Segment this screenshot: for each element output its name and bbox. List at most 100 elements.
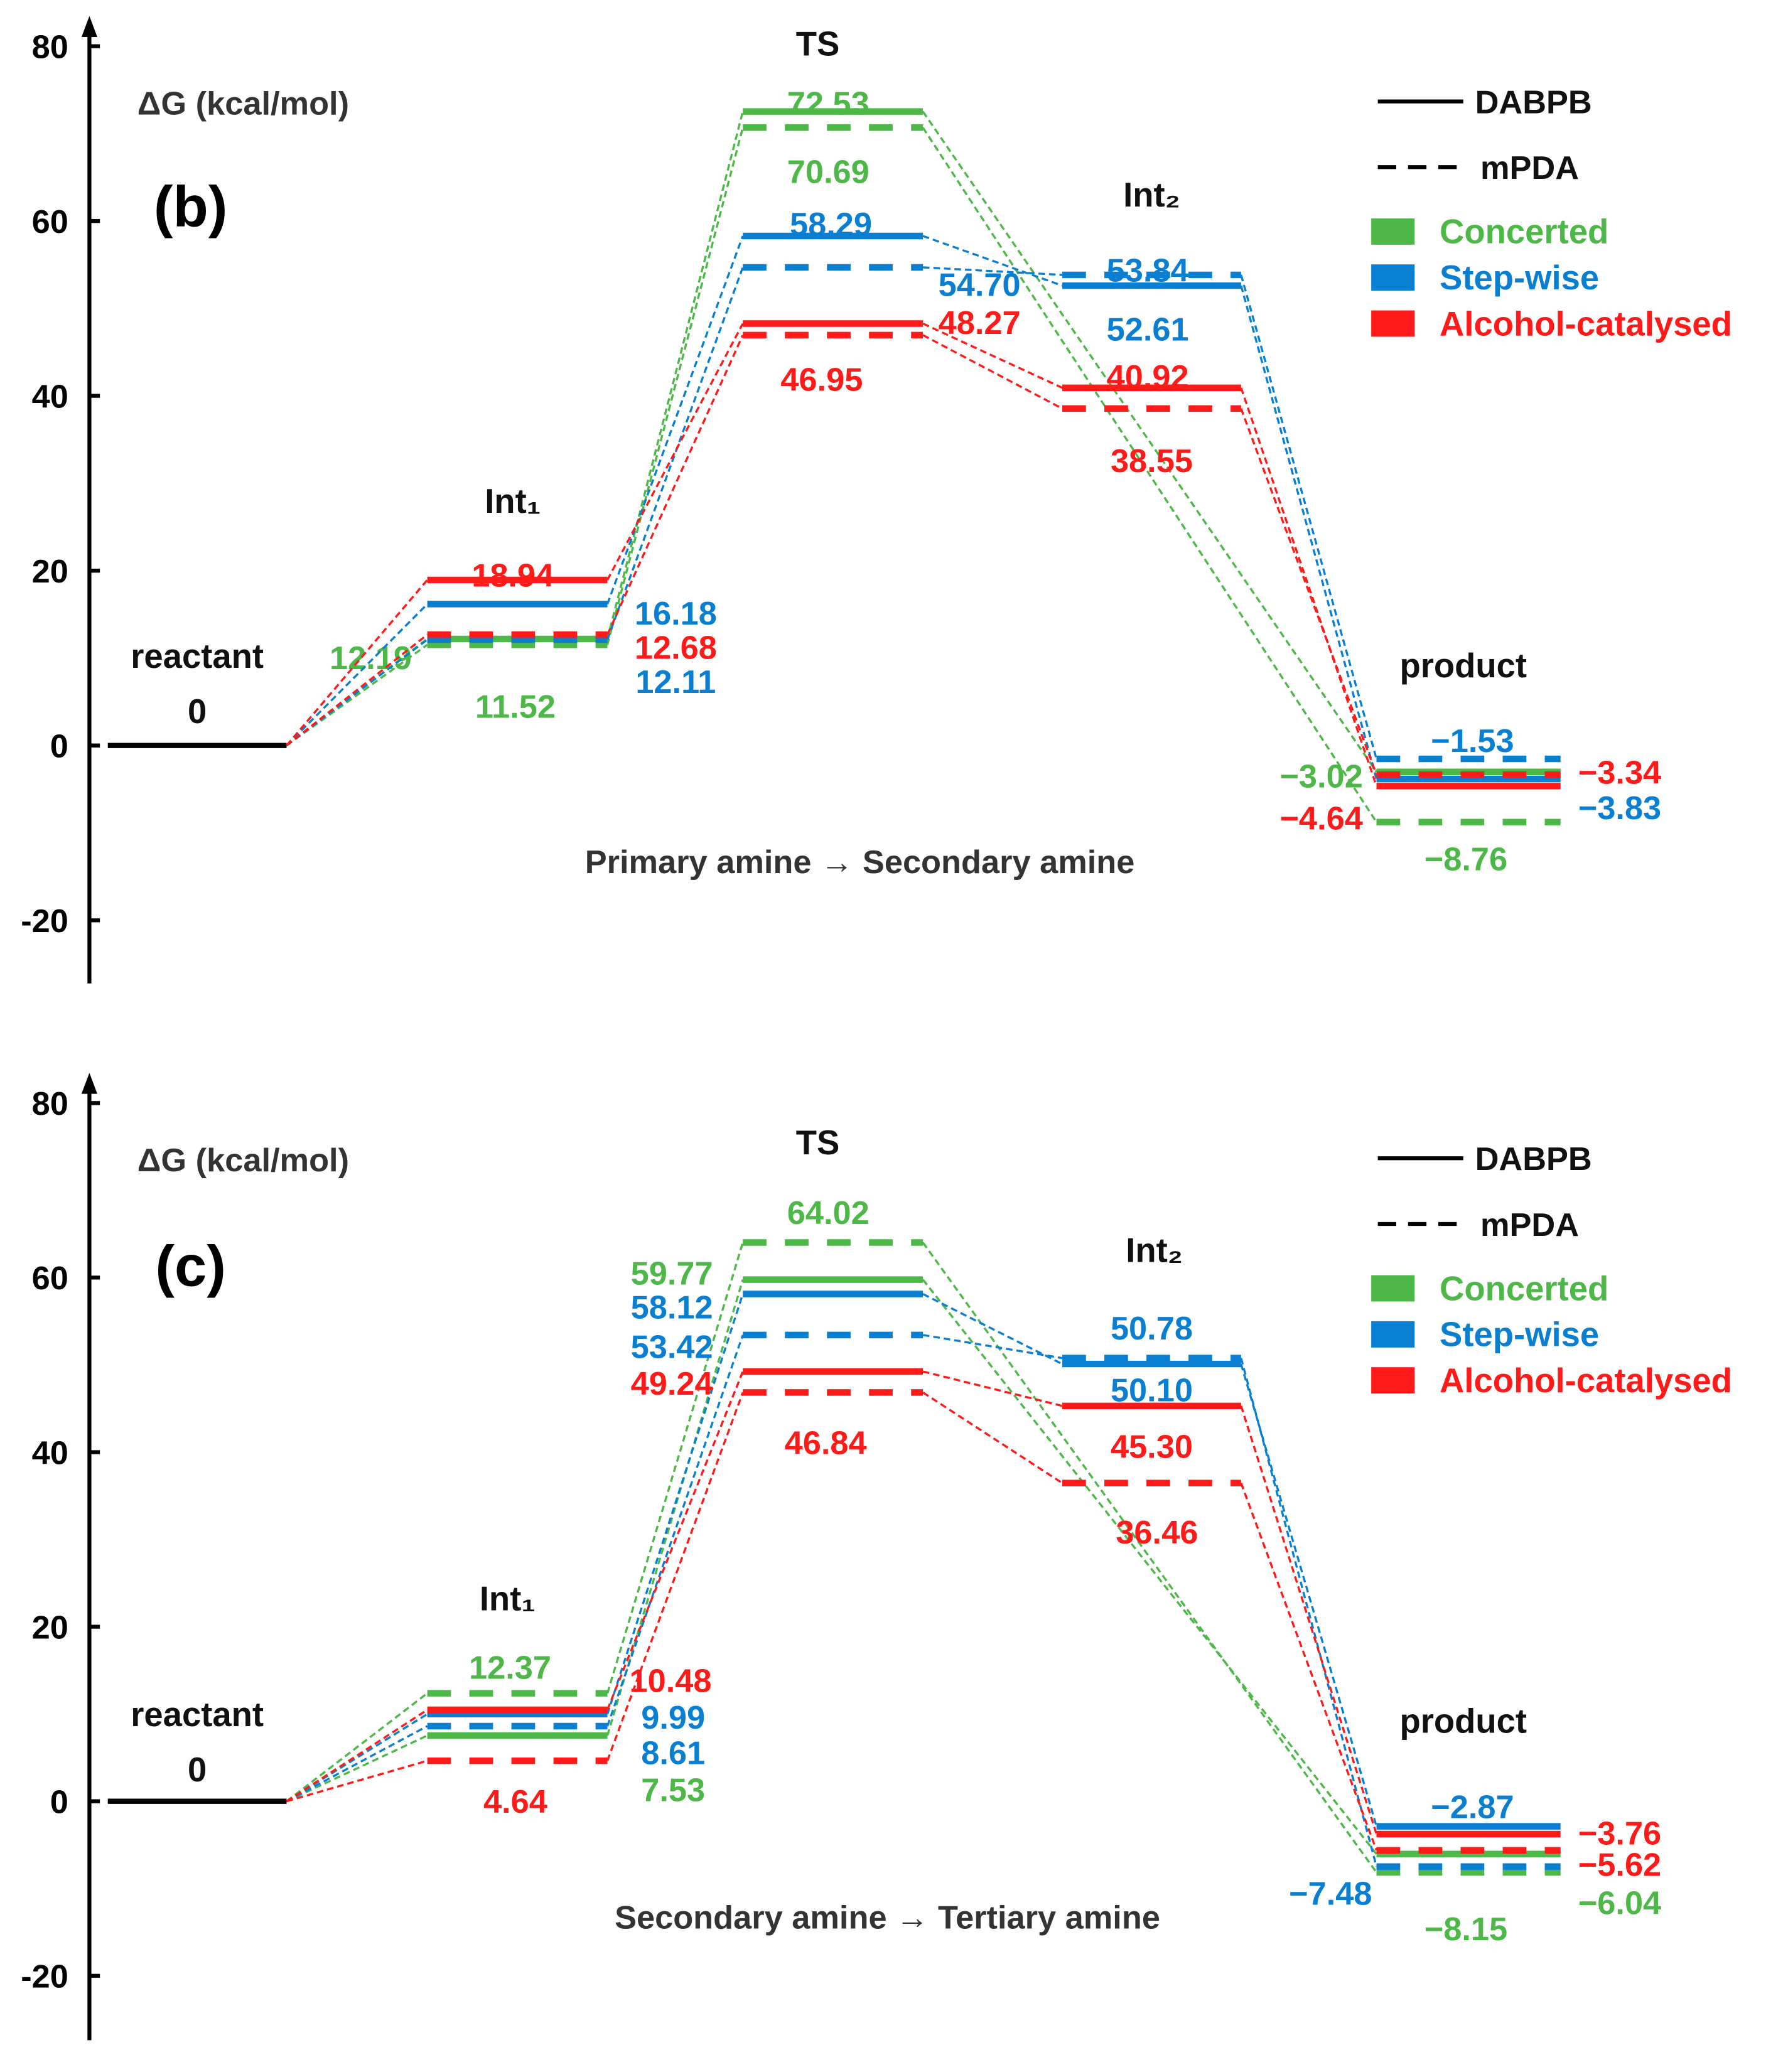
series-alcohol-DABPB: 10.48 49.24 45.30 −3.76	[286, 1366, 1661, 1852]
data-label: 70.69	[787, 154, 870, 190]
y-tick-label: 40	[32, 379, 68, 416]
state-label-1: Int₁	[485, 482, 541, 520]
panel-label: (b)	[154, 174, 228, 239]
y-tick-label: -20	[21, 903, 68, 940]
data-label: 18.94	[471, 557, 554, 594]
connector-line	[1240, 387, 1378, 786]
legend-swatch-alcohol	[1371, 1367, 1415, 1394]
series-alcohol-mPDA: 4.64 46.84 36.46 −5.62	[286, 1389, 1661, 1884]
data-label: 46.84	[785, 1425, 867, 1461]
legend-swatch-concerted	[1371, 1275, 1415, 1302]
connector-line	[606, 1279, 744, 1736]
state-label-0: reactant	[131, 637, 264, 675]
data-label: 53.42	[631, 1329, 713, 1366]
data-label: −5.62	[1578, 1847, 1661, 1884]
connector-line	[922, 1279, 1377, 1855]
connector-line	[286, 1692, 428, 1803]
connector-line	[922, 1334, 1063, 1360]
legend-label-concerted: Concerted	[1440, 213, 1608, 251]
connector-line	[922, 266, 1063, 276]
data-label: 54.70	[939, 267, 1021, 304]
connector-line	[922, 322, 1063, 389]
state-label-4: product	[1399, 1702, 1527, 1740]
connector-line	[1240, 274, 1378, 760]
data-label: 58.12	[631, 1290, 713, 1326]
connector-line	[1240, 1483, 1378, 1851]
legend-label-stepwise: Step-wise	[1440, 259, 1599, 297]
y-axis-label: ΔG (kcal/mol)	[137, 1142, 349, 1179]
legend-solid-label: DABPB	[1475, 1141, 1592, 1178]
connector-line	[1240, 1363, 1378, 1827]
data-label: 72.53	[787, 86, 870, 122]
connector-line	[606, 335, 744, 635]
y-tick-label: 60	[32, 1260, 68, 1297]
data-label: −3.02	[1279, 759, 1362, 795]
reactant-value: 0	[188, 692, 207, 731]
legend-dashed-label: mPDA	[1480, 1207, 1579, 1243]
connector-line	[606, 267, 744, 640]
data-label: −6.04	[1578, 1885, 1661, 1921]
legend: DABPB mPDA Concerted Step-wise Alcohol-catal…	[1371, 1141, 1732, 1400]
connector-line	[286, 633, 428, 747]
panel-c: 80 60 40 20 0 -20 ΔG (kcal/mol) (c) Secondary am…	[21, 1073, 1732, 2041]
y-axis-arrow-icon	[81, 16, 97, 37]
series-concerted-mPDA: 12.37 64.02 −8.15	[286, 1195, 1561, 1948]
data-label: 50.78	[1111, 1311, 1193, 1347]
y-tick-label: 20	[32, 554, 68, 590]
data-label: 64.02	[787, 1195, 870, 1232]
data-label: 53.84	[1107, 252, 1189, 289]
state-label-2: TS	[796, 1124, 840, 1162]
state-label-2: TS	[796, 24, 840, 63]
connector-line	[922, 1370, 1063, 1407]
series-alcohol-DABPB: 18.94 48.27 40.92 −4.64	[286, 305, 1561, 837]
data-label: 49.24	[631, 1366, 713, 1402]
connector-line	[286, 579, 428, 746]
connector-line	[606, 111, 744, 640]
data-label: 9.99	[641, 1700, 705, 1736]
state-label-0: reactant	[131, 1695, 264, 1734]
series-stepwise-DABPB: 16.18 58.29 52.61 −3.83	[286, 207, 1661, 827]
series-alcohol-mPDA: 12.68 46.95 38.55 −3.34	[286, 331, 1661, 791]
data-label: 46.95	[780, 362, 863, 398]
data-label: 12.37	[469, 1650, 551, 1687]
connector-line	[606, 1392, 744, 1761]
y-axis-label: ΔG (kcal/mol)	[137, 86, 349, 122]
data-label: 38.55	[1111, 443, 1193, 480]
connector-line	[1240, 1405, 1378, 1835]
legend-label-alcohol: Alcohol-catalysed	[1440, 304, 1732, 343]
connector-line	[1240, 1358, 1378, 1867]
y-axis-arrow-icon	[81, 1073, 97, 1094]
data-label: 59.77	[631, 1255, 713, 1292]
legend-swatch-concerted	[1371, 218, 1415, 245]
connector-line	[606, 1371, 744, 1710]
connector-line	[606, 127, 744, 645]
legend-swatch-stepwise	[1371, 264, 1415, 291]
data-label: −7.48	[1289, 1876, 1372, 1913]
legend: DABPB mPDA Concerted Step-wise Alcohol-catal…	[1371, 84, 1732, 343]
legend-label-alcohol: Alcohol-catalysed	[1440, 1361, 1732, 1400]
connector-line	[606, 235, 744, 604]
connector-line	[286, 1725, 428, 1803]
data-label: 16.18	[635, 596, 717, 632]
series-stepwise-mPDA: 8.61 53.42 50.78 −7.48	[286, 1311, 1561, 1913]
data-label: 4.64	[483, 1784, 547, 1820]
y-tick-label: 20	[32, 1609, 68, 1646]
connector-line	[922, 1391, 1063, 1484]
data-label: 12.68	[635, 630, 717, 666]
state-label-3: Int₂	[1126, 1232, 1183, 1270]
legend-swatch-stepwise	[1371, 1321, 1415, 1348]
connector-line	[286, 643, 428, 747]
connector-line	[606, 1242, 744, 1694]
data-label: −8.76	[1424, 842, 1507, 878]
data-label: 58.29	[790, 207, 872, 243]
connector-line	[286, 603, 428, 746]
connector-line	[922, 1293, 1063, 1365]
data-label: −3.83	[1578, 790, 1661, 827]
data-label: −3.34	[1578, 754, 1661, 791]
data-label: 11.52	[475, 689, 556, 726]
data-label: 8.61	[641, 1736, 705, 1772]
data-label: −4.64	[1279, 801, 1362, 837]
connector-line	[922, 110, 1377, 773]
data-label: 45.30	[1111, 1429, 1193, 1466]
